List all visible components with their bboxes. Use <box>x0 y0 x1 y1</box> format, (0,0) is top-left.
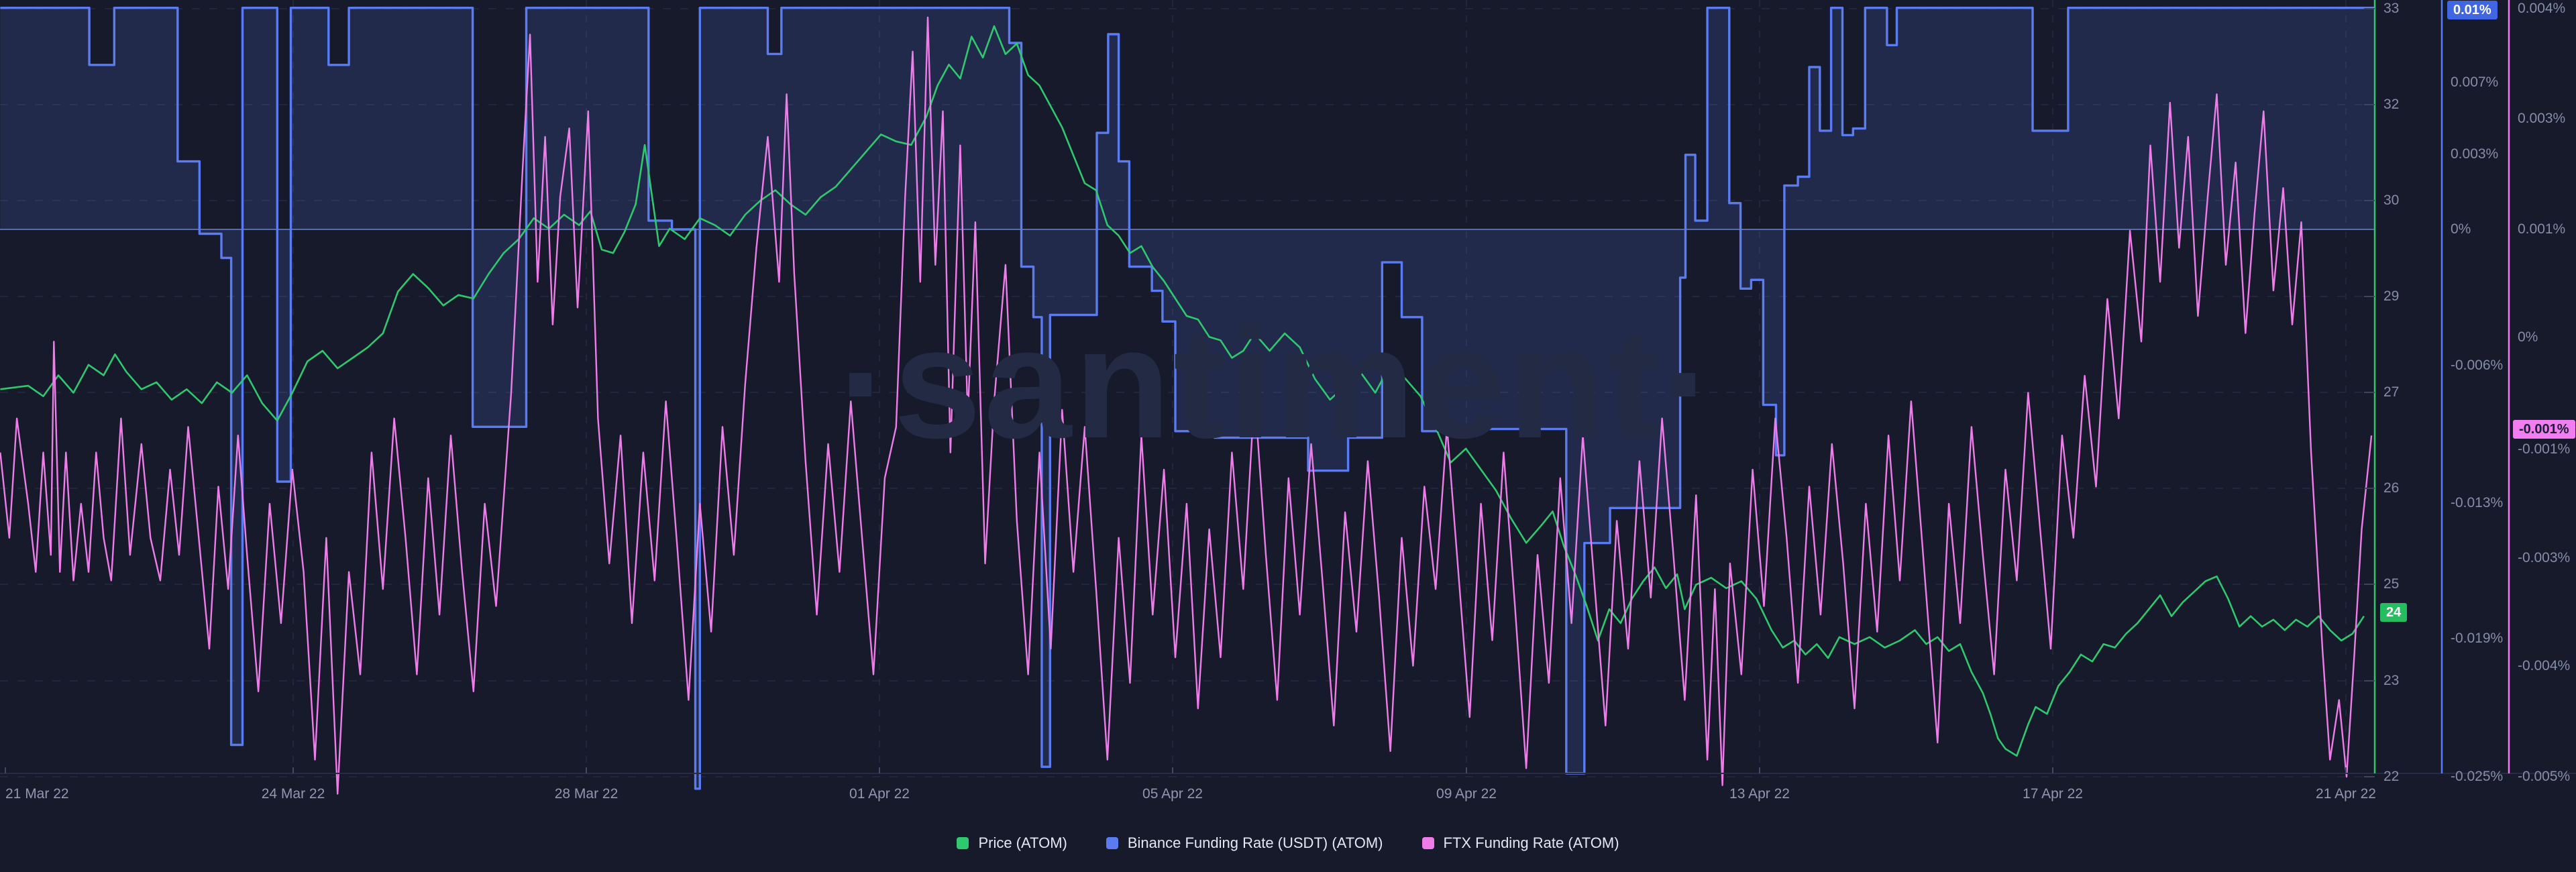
price-axis-tick-label: 33 <box>2383 1 2400 16</box>
ftx-axis-tick-label: 0% <box>2518 329 2538 345</box>
price-axis-tick-label: 22 <box>2383 769 2400 784</box>
legend-item-price[interactable]: Price (ATOM) <box>957 834 1067 852</box>
price-axis-tick-label: 27 <box>2383 384 2400 400</box>
date-tick-label: 17 Apr 22 <box>2023 786 2083 802</box>
legend-item-label: Binance Funding Rate (USDT) (ATOM) <box>1127 834 1383 851</box>
date-tick-label: 09 Apr 22 <box>1436 786 1497 802</box>
binance-axis-tick-label: -0.025% <box>2451 769 2504 784</box>
legend-item-label: Price (ATOM) <box>978 834 1067 851</box>
price-current-value-badge: 24 <box>2380 603 2408 622</box>
date-tick-label: 28 Mar 22 <box>554 786 619 802</box>
price-series-swatch-icon <box>957 837 969 849</box>
ftx-axis-tick-label: 0.004% <box>2518 1 2566 16</box>
binance-axis-tick-label: 0.007% <box>2451 74 2499 90</box>
chart-legend: Price (ATOM) Binance Funding Rate (USDT)… <box>0 834 2576 852</box>
ftx-axis-tick-label: 0.001% <box>2518 221 2566 237</box>
price-axis-tick-label: 32 <box>2383 97 2400 112</box>
date-tick-label: 05 Apr 22 <box>1142 786 1203 802</box>
price-axis-tick-label: 25 <box>2383 576 2400 592</box>
binance-axis-tick-label: 0.003% <box>2451 146 2499 162</box>
legend-item-binance-funding-rate[interactable]: Binance Funding Rate (USDT) (ATOM) <box>1106 834 1383 852</box>
ftx-axis-tick-label: -0.003% <box>2518 550 2571 565</box>
binance-funding-area-fill <box>0 7 2375 789</box>
binance-funding-series-line[interactable] <box>0 7 2375 790</box>
legend-item-label: FTX Funding Rate (ATOM) <box>1443 834 1619 851</box>
binance-axis-tick-label: -0.006% <box>2451 358 2504 373</box>
ftx-axis-tick-label: 0.003% <box>2518 111 2566 126</box>
price-axis-tick-label: 29 <box>2383 288 2400 304</box>
ftx-funding-series-line[interactable] <box>0 16 2373 795</box>
binance-axis-tick-label: -0.013% <box>2451 495 2504 510</box>
date-tick-label: 24 Mar 22 <box>261 786 325 802</box>
santiment-watermark: ·santiment· <box>838 294 1718 471</box>
price-series-line[interactable] <box>0 25 2365 757</box>
price-axis-tick-label: 30 <box>2383 193 2400 208</box>
ftx-axis-tick-label: -0.004% <box>2518 658 2571 673</box>
date-tick-label: 21 Mar 22 <box>5 786 69 802</box>
price-axis-tick-label: 23 <box>2383 673 2400 688</box>
binance-series-swatch-icon <box>1106 837 1118 849</box>
binance-axis-tick-label: 0% <box>2451 221 2471 237</box>
date-tick-label: 21 Apr 22 <box>2316 786 2376 802</box>
price-axis-tick-label: 26 <box>2383 480 2400 496</box>
ftx-current-value-badge: -0.001% <box>2513 420 2575 439</box>
legend-item-ftx-funding-rate[interactable]: FTX Funding Rate (ATOM) <box>1421 834 1619 852</box>
date-tick-label: 01 Apr 22 <box>849 786 910 802</box>
binance-current-value-badge: 0.01% <box>2447 1 2498 19</box>
date-tick-label: 13 Apr 22 <box>1729 786 1790 802</box>
ftx-axis-tick-label: -0.001% <box>2518 441 2571 457</box>
ftx-series-swatch-icon <box>1421 837 1434 849</box>
binance-axis-tick-label: -0.019% <box>2451 631 2504 646</box>
ftx-axis-tick-label: -0.005% <box>2518 769 2571 784</box>
